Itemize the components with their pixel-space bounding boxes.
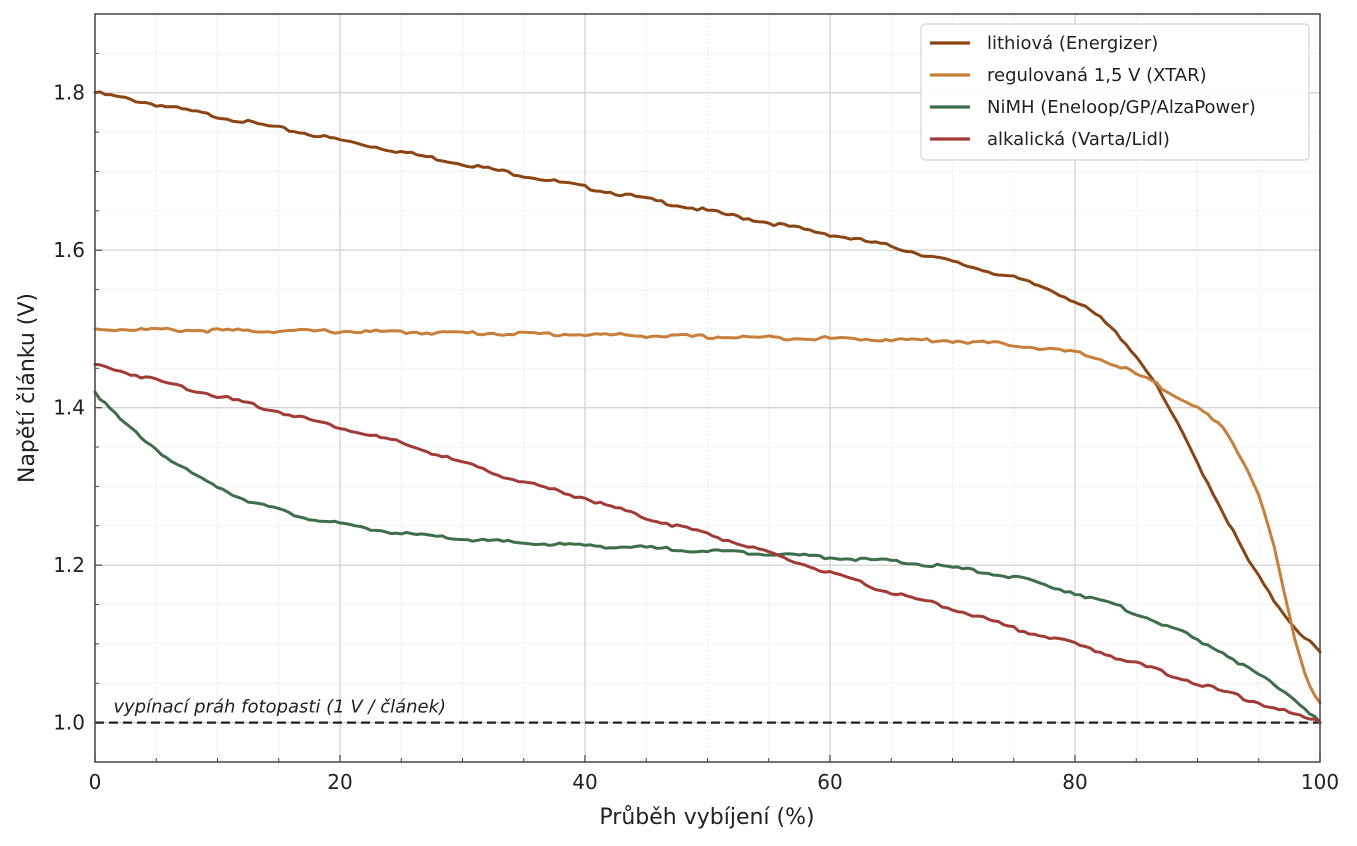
- series-lines: [93, 90, 1322, 725]
- x-tick-label: 60: [817, 770, 842, 794]
- series-line-1: [93, 90, 1322, 654]
- y-tick-label: 1.4: [53, 396, 85, 420]
- x-tick-label: 80: [1062, 770, 1087, 794]
- legend-label: lithiová (Energizer): [987, 33, 1158, 54]
- series-line-4: [93, 362, 1322, 725]
- x-tick-labels: 0 20 40 60 80 100: [89, 770, 1339, 794]
- legend-label: alkalická (Varta/Lidl): [987, 129, 1170, 150]
- x-tick-label: 0: [89, 770, 102, 794]
- series-line-2: [93, 326, 1322, 705]
- y-tick-label: 1.2: [53, 553, 85, 577]
- legend-label: NiMH (Eneloop/GP/AlzaPower): [987, 97, 1256, 118]
- x-tick-label: 20: [327, 770, 352, 794]
- series-line-3: [93, 390, 1322, 725]
- y-tick-labels: 1.0 1.2 1.4 1.6 1.8: [53, 81, 85, 735]
- legend-label: regulovaná 1,5 V (XTAR): [987, 65, 1207, 86]
- y-tick-label: 1.8: [53, 81, 85, 105]
- legend-box: [920, 23, 1310, 161]
- y-tick-label: 1.6: [53, 238, 85, 262]
- plot-frame: [94, 13, 1321, 763]
- threshold-group: vypínací práh fotopasti (1 V / článek): [95, 697, 1320, 724]
- x-tick-label: 40: [572, 770, 597, 794]
- x-axis-label: Průběh vybíjení (%): [599, 805, 814, 830]
- threshold-label: vypínací práh fotopasti (1 V / článek): [113, 697, 446, 718]
- y-axis-label: Napětí článku (V): [15, 293, 40, 483]
- y-tick-label: 1.0: [53, 711, 85, 735]
- x-tick-label: 100: [1301, 770, 1339, 794]
- legend: lithiová (Energizer) regulovaná 1,5 V (XT…: [920, 23, 1310, 161]
